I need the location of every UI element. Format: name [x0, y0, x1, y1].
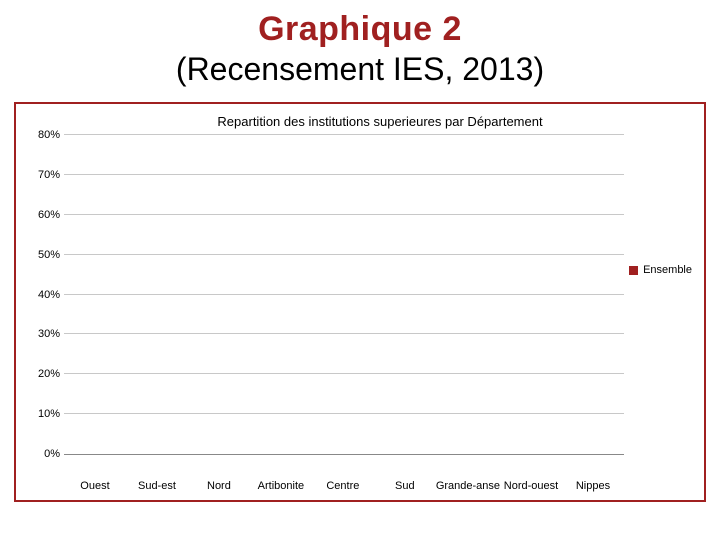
gridline	[64, 134, 624, 135]
bar-slot	[251, 135, 313, 454]
y-tick-label: 10%	[20, 408, 60, 420]
x-tick-label: Grande-anse	[436, 480, 500, 492]
gridline	[64, 333, 624, 334]
x-tick-label: Sud	[374, 480, 436, 492]
plot-outer: 0%10%20%30%40%50%60%70%80%	[64, 135, 696, 455]
bar-slot	[375, 135, 437, 454]
plot-area: 0%10%20%30%40%50%60%70%80%	[64, 135, 624, 455]
legend-label: Ensemble	[643, 264, 692, 276]
y-tick-label: 0%	[20, 448, 60, 460]
y-tick-label: 80%	[20, 129, 60, 141]
bar-slot	[500, 135, 562, 454]
bars-container	[64, 135, 624, 454]
bar-slot	[188, 135, 250, 454]
title-line2: (Recensement IES, 2013)	[0, 51, 720, 88]
gridline	[64, 174, 624, 175]
y-tick-label: 70%	[20, 169, 60, 181]
legend: Ensemble	[629, 264, 692, 276]
x-axis-labels: OuestSud-estNordArtiboniteCentreSudGrand…	[64, 480, 624, 492]
x-tick-label: Nord-ouest	[500, 480, 562, 492]
gridline	[64, 254, 624, 255]
gridline	[64, 214, 624, 215]
title-line1: Graphique 2	[0, 10, 720, 49]
chart-subtitle: Repartition des institutions superieures…	[64, 114, 696, 129]
x-tick-label: Centre	[312, 480, 374, 492]
x-tick-label: Nippes	[562, 480, 624, 492]
title-block: Graphique 2 (Recensement IES, 2013)	[0, 0, 720, 88]
y-tick-label: 30%	[20, 328, 60, 340]
bar-slot	[562, 135, 624, 454]
y-tick-label: 40%	[20, 289, 60, 301]
bar-slot	[313, 135, 375, 454]
x-tick-label: Nord	[188, 480, 250, 492]
legend-swatch	[629, 266, 638, 275]
legend-spacer	[624, 135, 696, 455]
x-tick-label: Ouest	[64, 480, 126, 492]
bar-slot	[437, 135, 499, 454]
y-tick-label: 50%	[20, 249, 60, 261]
gridline	[64, 373, 624, 374]
x-tick-label: Sud-est	[126, 480, 188, 492]
gridline	[64, 413, 624, 414]
gridline	[64, 294, 624, 295]
x-tick-label: Artibonite	[250, 480, 312, 492]
bar-slot	[64, 135, 126, 454]
y-tick-label: 20%	[20, 368, 60, 380]
bar-slot	[126, 135, 188, 454]
chart-frame: Repartition des institutions superieures…	[14, 102, 706, 502]
y-tick-label: 60%	[20, 209, 60, 221]
